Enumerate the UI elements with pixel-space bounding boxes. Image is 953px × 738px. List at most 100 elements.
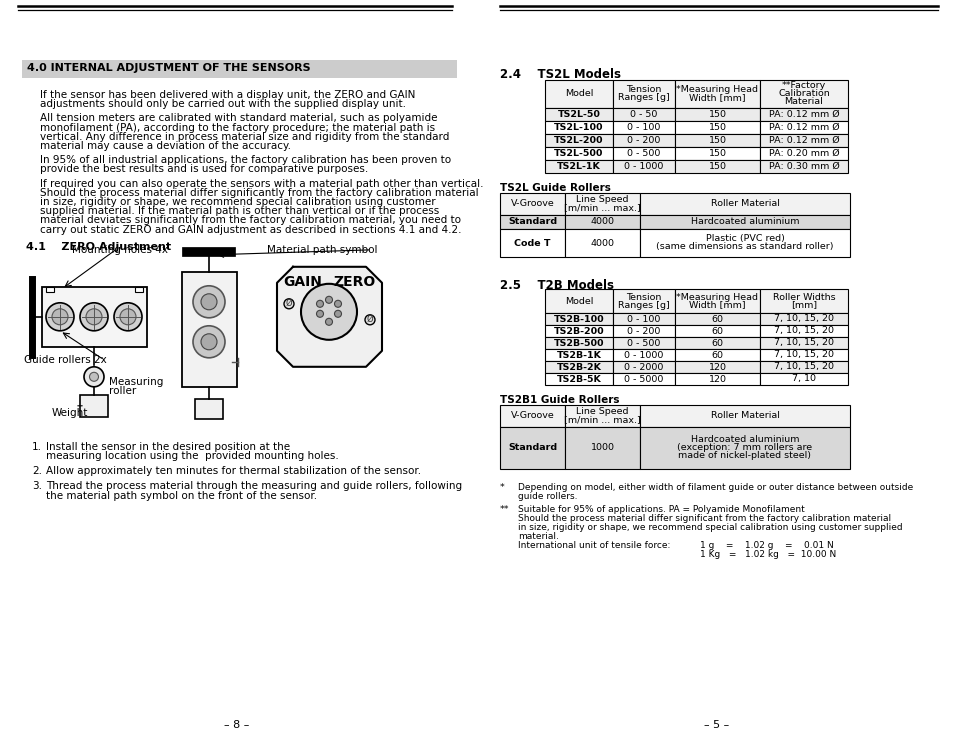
Text: material may cause a deviation of the accuracy.: material may cause a deviation of the ac…	[40, 141, 291, 151]
Text: TS2L-1K: TS2L-1K	[557, 162, 600, 171]
Text: Line Speed: Line Speed	[576, 196, 628, 204]
Bar	[760, 160, 847, 173]
Text: TS2L-200: TS2L-200	[554, 136, 603, 145]
Bar	[135, 287, 143, 292]
Text: **Factory: **Factory	[781, 81, 825, 91]
Bar	[499, 215, 564, 229]
Text: 7, 10, 15, 20: 7, 10, 15, 20	[773, 314, 833, 323]
Text: Ranges [g]: Ranges [g]	[618, 300, 669, 309]
Text: TS2B-1K: TS2B-1K	[556, 351, 600, 359]
Bar	[564, 193, 639, 215]
Bar	[544, 108, 613, 121]
Circle shape	[80, 303, 108, 331]
Text: Ø: Ø	[285, 300, 292, 308]
Bar	[613, 80, 675, 108]
Text: PA: 0.20 mm Ø: PA: 0.20 mm Ø	[768, 149, 839, 158]
Text: Suitable for 95% of applications. PA = Polyamide Monofilament: Suitable for 95% of applications. PA = P…	[517, 505, 804, 514]
Circle shape	[201, 294, 216, 310]
Text: *Measuring Head: *Measuring Head	[676, 292, 758, 302]
Text: roller: roller	[109, 386, 136, 396]
Circle shape	[193, 325, 225, 358]
Bar	[544, 160, 613, 173]
Bar	[544, 80, 613, 108]
Text: In 95% of all industrial applications, the factory calibration has been proven t: In 95% of all industrial applications, t…	[40, 155, 451, 165]
Text: 60: 60	[711, 351, 722, 359]
Text: Ranges [g]: Ranges [g]	[618, 94, 669, 103]
Text: in size, rigidity or shape, we recommend special calibration using customer supp: in size, rigidity or shape, we recommend…	[517, 523, 902, 532]
Text: – 8 –: – 8 –	[224, 720, 250, 730]
Text: If required you can also operate the sensors with a material path other than ver: If required you can also operate the sen…	[40, 179, 483, 189]
Text: made of nickel-plated steel): made of nickel-plated steel)	[678, 452, 811, 461]
Bar	[760, 325, 847, 337]
Text: 4.1    ZERO Adjustment: 4.1 ZERO Adjustment	[26, 242, 171, 252]
Text: 2.4    TS2L Models: 2.4 TS2L Models	[499, 68, 620, 81]
Text: 120: 120	[708, 362, 726, 371]
Bar	[544, 325, 613, 337]
Text: Hardcoated aluminium: Hardcoated aluminium	[690, 435, 799, 444]
Text: If the sensor has been delivered with a display unit, the ZERO and GAIN: If the sensor has been delivered with a …	[40, 90, 415, 100]
Bar	[613, 108, 675, 121]
Circle shape	[335, 300, 341, 307]
Text: 1.: 1.	[32, 442, 42, 452]
Bar	[639, 405, 849, 427]
Text: V-Groove: V-Groove	[510, 412, 554, 421]
Bar	[760, 121, 847, 134]
Bar	[675, 349, 760, 361]
Text: 0 - 1000: 0 - 1000	[623, 162, 663, 171]
Text: 7, 10, 15, 20: 7, 10, 15, 20	[773, 351, 833, 359]
Bar	[675, 325, 760, 337]
Text: Should the process material differ significantly from the factory calibration ma: Should the process material differ signi…	[40, 187, 478, 198]
Text: Material path symbol: Material path symbol	[267, 245, 377, 255]
Bar	[613, 121, 675, 134]
Text: International unit of tensile force:: International unit of tensile force:	[517, 541, 670, 550]
Text: V-Groove: V-Groove	[510, 199, 554, 209]
Circle shape	[90, 372, 98, 382]
Text: Tension: Tension	[626, 86, 661, 94]
Text: Plastic (PVC red): Plastic (PVC red)	[705, 235, 783, 244]
Bar	[182, 272, 236, 387]
Bar	[675, 313, 760, 325]
Text: Install the sensor in the desired position at the: Install the sensor in the desired positi…	[46, 442, 290, 452]
Bar	[760, 134, 847, 147]
Circle shape	[335, 310, 341, 317]
Text: PA: 0.12 mm Ø: PA: 0.12 mm Ø	[768, 110, 839, 119]
Text: 0 - 200: 0 - 200	[627, 326, 660, 336]
Bar	[194, 399, 223, 418]
Text: 150: 150	[708, 149, 726, 158]
Text: 1 g    =    1.02 g    =    0.01 N: 1 g = 1.02 g = 0.01 N	[700, 541, 833, 550]
Text: Mounting holes 4x: Mounting holes 4x	[71, 245, 168, 255]
Text: Code T: Code T	[514, 238, 550, 247]
Text: in size, rigidity or shape, we recommend special calibration using customer: in size, rigidity or shape, we recommend…	[40, 197, 436, 207]
Text: 4.0 INTERNAL ADJUSTMENT OF THE SENSORS: 4.0 INTERNAL ADJUSTMENT OF THE SENSORS	[27, 63, 311, 73]
Bar	[675, 134, 760, 147]
Bar	[544, 361, 613, 373]
Text: 150: 150	[708, 136, 726, 145]
Bar	[564, 229, 639, 257]
Text: material.: material.	[517, 532, 558, 541]
Bar	[564, 405, 639, 427]
Bar	[544, 313, 613, 325]
Bar	[639, 229, 849, 257]
Circle shape	[46, 303, 74, 331]
Text: 7, 10, 15, 20: 7, 10, 15, 20	[773, 339, 833, 348]
Text: Width [mm]: Width [mm]	[688, 300, 745, 309]
Bar	[499, 193, 564, 215]
Bar	[675, 373, 760, 385]
Bar	[675, 289, 760, 313]
Bar	[544, 289, 613, 313]
Text: – 5 –: – 5 –	[703, 720, 729, 730]
Bar	[544, 337, 613, 349]
Text: 1000: 1000	[590, 444, 614, 452]
Text: PA: 0.12 mm Ø: PA: 0.12 mm Ø	[768, 136, 839, 145]
Text: measuring location using the  provided mounting holes.: measuring location using the provided mo…	[46, 451, 338, 461]
Bar	[760, 108, 847, 121]
Bar	[760, 337, 847, 349]
Text: 60: 60	[711, 339, 722, 348]
Text: Guide rollers 2x: Guide rollers 2x	[24, 355, 107, 365]
Text: Thread the process material through the measuring and guide rollers, following: Thread the process material through the …	[46, 481, 461, 492]
Text: 0 - 500: 0 - 500	[627, 149, 660, 158]
Circle shape	[284, 299, 294, 308]
Circle shape	[365, 315, 375, 325]
Text: TS2B-100: TS2B-100	[553, 314, 603, 323]
Text: Allow approximately ten minutes for thermal stabilization of the sensor.: Allow approximately ten minutes for ther…	[46, 466, 420, 476]
